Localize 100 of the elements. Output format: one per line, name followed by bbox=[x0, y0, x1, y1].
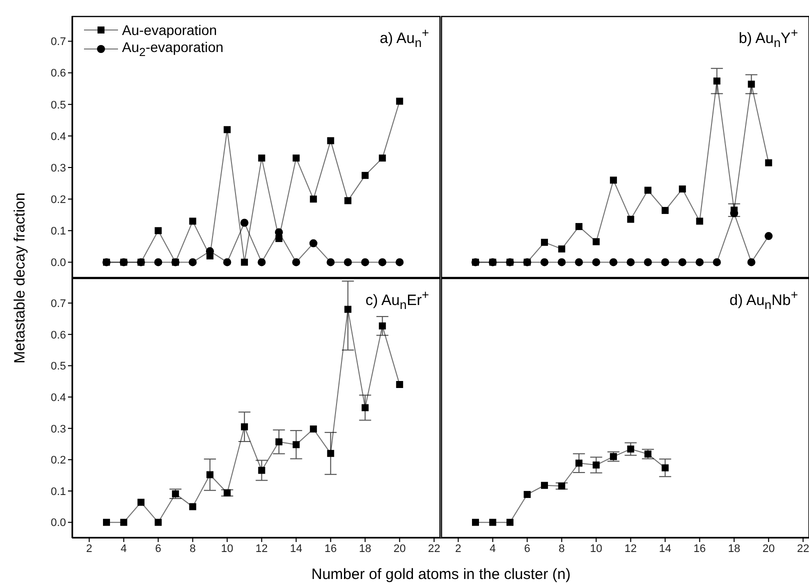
point bbox=[378, 258, 386, 266]
x-tick-label: 6 bbox=[155, 542, 162, 555]
x-tick-label: 22 bbox=[796, 542, 809, 555]
point bbox=[627, 446, 634, 453]
point bbox=[327, 137, 334, 144]
x-tick-label: 14 bbox=[659, 542, 672, 555]
y-tick-label: 0.6 bbox=[50, 329, 66, 342]
point bbox=[610, 453, 617, 460]
y-tick-label: 0.1 bbox=[50, 226, 66, 238]
x-tick-label: 8 bbox=[558, 542, 565, 555]
point bbox=[309, 239, 318, 248]
point bbox=[678, 185, 686, 192]
x-tick-label: 2 bbox=[455, 542, 462, 555]
point bbox=[558, 258, 566, 266]
x-tick-label: 20 bbox=[762, 542, 775, 555]
x-tick-label: 10 bbox=[590, 542, 602, 555]
point bbox=[558, 482, 566, 490]
point bbox=[627, 216, 634, 223]
point bbox=[327, 450, 334, 457]
text: d) Au$_{n}$Nb$^{+}$ bbox=[730, 288, 798, 312]
point bbox=[592, 258, 600, 266]
point bbox=[378, 322, 386, 330]
point bbox=[188, 258, 197, 266]
point bbox=[489, 518, 496, 526]
point bbox=[223, 258, 232, 266]
point bbox=[362, 404, 369, 412]
x-tick-label: 12 bbox=[256, 542, 268, 555]
y-tick-label: 0.4 bbox=[50, 130, 66, 143]
x-tick-label: 12 bbox=[624, 542, 637, 555]
point bbox=[120, 518, 128, 526]
point bbox=[524, 490, 531, 498]
point bbox=[644, 450, 652, 458]
y-tick-label: 0.0 bbox=[50, 257, 66, 270]
y-tick-label: 0.0 bbox=[50, 517, 66, 530]
legend-label: Au-evaporation bbox=[122, 22, 217, 38]
x-tick-label: 10 bbox=[221, 542, 234, 555]
point bbox=[154, 227, 162, 234]
x-tick-label: 16 bbox=[694, 542, 706, 555]
x-tick-label: 14 bbox=[290, 542, 302, 555]
point bbox=[540, 482, 548, 489]
point bbox=[189, 218, 196, 225]
y-tick-label: 0.2 bbox=[50, 454, 66, 467]
point bbox=[137, 498, 144, 506]
point bbox=[592, 462, 600, 469]
point bbox=[540, 258, 548, 266]
y-tick-label: 0.5 bbox=[50, 360, 66, 373]
point bbox=[310, 196, 317, 203]
point bbox=[713, 78, 720, 85]
point bbox=[361, 258, 370, 266]
point bbox=[240, 258, 248, 266]
y-tick-label: 0.7 bbox=[50, 298, 66, 310]
x-tick-label: 6 bbox=[524, 542, 530, 555]
point bbox=[224, 126, 231, 134]
point bbox=[592, 238, 600, 246]
point bbox=[102, 518, 110, 526]
point bbox=[574, 258, 583, 266]
point bbox=[344, 258, 352, 266]
point bbox=[258, 258, 266, 266]
y-tick-label: 0.4 bbox=[50, 392, 66, 404]
point bbox=[396, 98, 404, 105]
x-tick-label: 16 bbox=[324, 542, 337, 555]
point bbox=[206, 471, 214, 478]
point bbox=[189, 503, 196, 510]
point bbox=[575, 460, 582, 467]
point bbox=[644, 258, 652, 266]
y-axis-title: Metastable decay fraction bbox=[12, 192, 28, 364]
point bbox=[240, 423, 248, 430]
y-tick-label: 0.5 bbox=[50, 99, 66, 112]
y-tick-label: 0.1 bbox=[50, 486, 66, 498]
point bbox=[747, 258, 756, 266]
point bbox=[661, 258, 670, 266]
y-tick-label: 0.3 bbox=[50, 423, 66, 436]
point bbox=[678, 258, 686, 266]
point bbox=[258, 466, 266, 474]
x-tick-label: 22 bbox=[428, 542, 440, 555]
x-tick-label: 4 bbox=[490, 542, 496, 555]
point bbox=[696, 218, 704, 225]
point bbox=[172, 490, 179, 498]
point bbox=[712, 258, 721, 266]
text: c) Au$_{n}$Er$^{+}$ bbox=[366, 288, 429, 312]
point bbox=[154, 518, 162, 526]
point bbox=[258, 154, 266, 162]
point bbox=[326, 258, 335, 266]
x-axis-title: Number of gold atoms in the cluster (n) bbox=[311, 566, 571, 583]
point bbox=[292, 258, 300, 266]
point bbox=[310, 425, 317, 432]
point bbox=[506, 518, 514, 526]
point bbox=[765, 159, 772, 166]
y-tick-label: 0.2 bbox=[50, 194, 66, 206]
y-tick-label: 0.7 bbox=[50, 36, 66, 48]
point bbox=[610, 176, 617, 184]
x-tick-label: 20 bbox=[393, 542, 406, 555]
point bbox=[558, 245, 566, 252]
point bbox=[626, 258, 635, 266]
point bbox=[540, 238, 548, 246]
x-tick-label: 2 bbox=[86, 542, 92, 555]
x-tick-label: 18 bbox=[728, 542, 740, 555]
point bbox=[344, 306, 352, 313]
point bbox=[362, 172, 369, 179]
point bbox=[154, 258, 162, 266]
